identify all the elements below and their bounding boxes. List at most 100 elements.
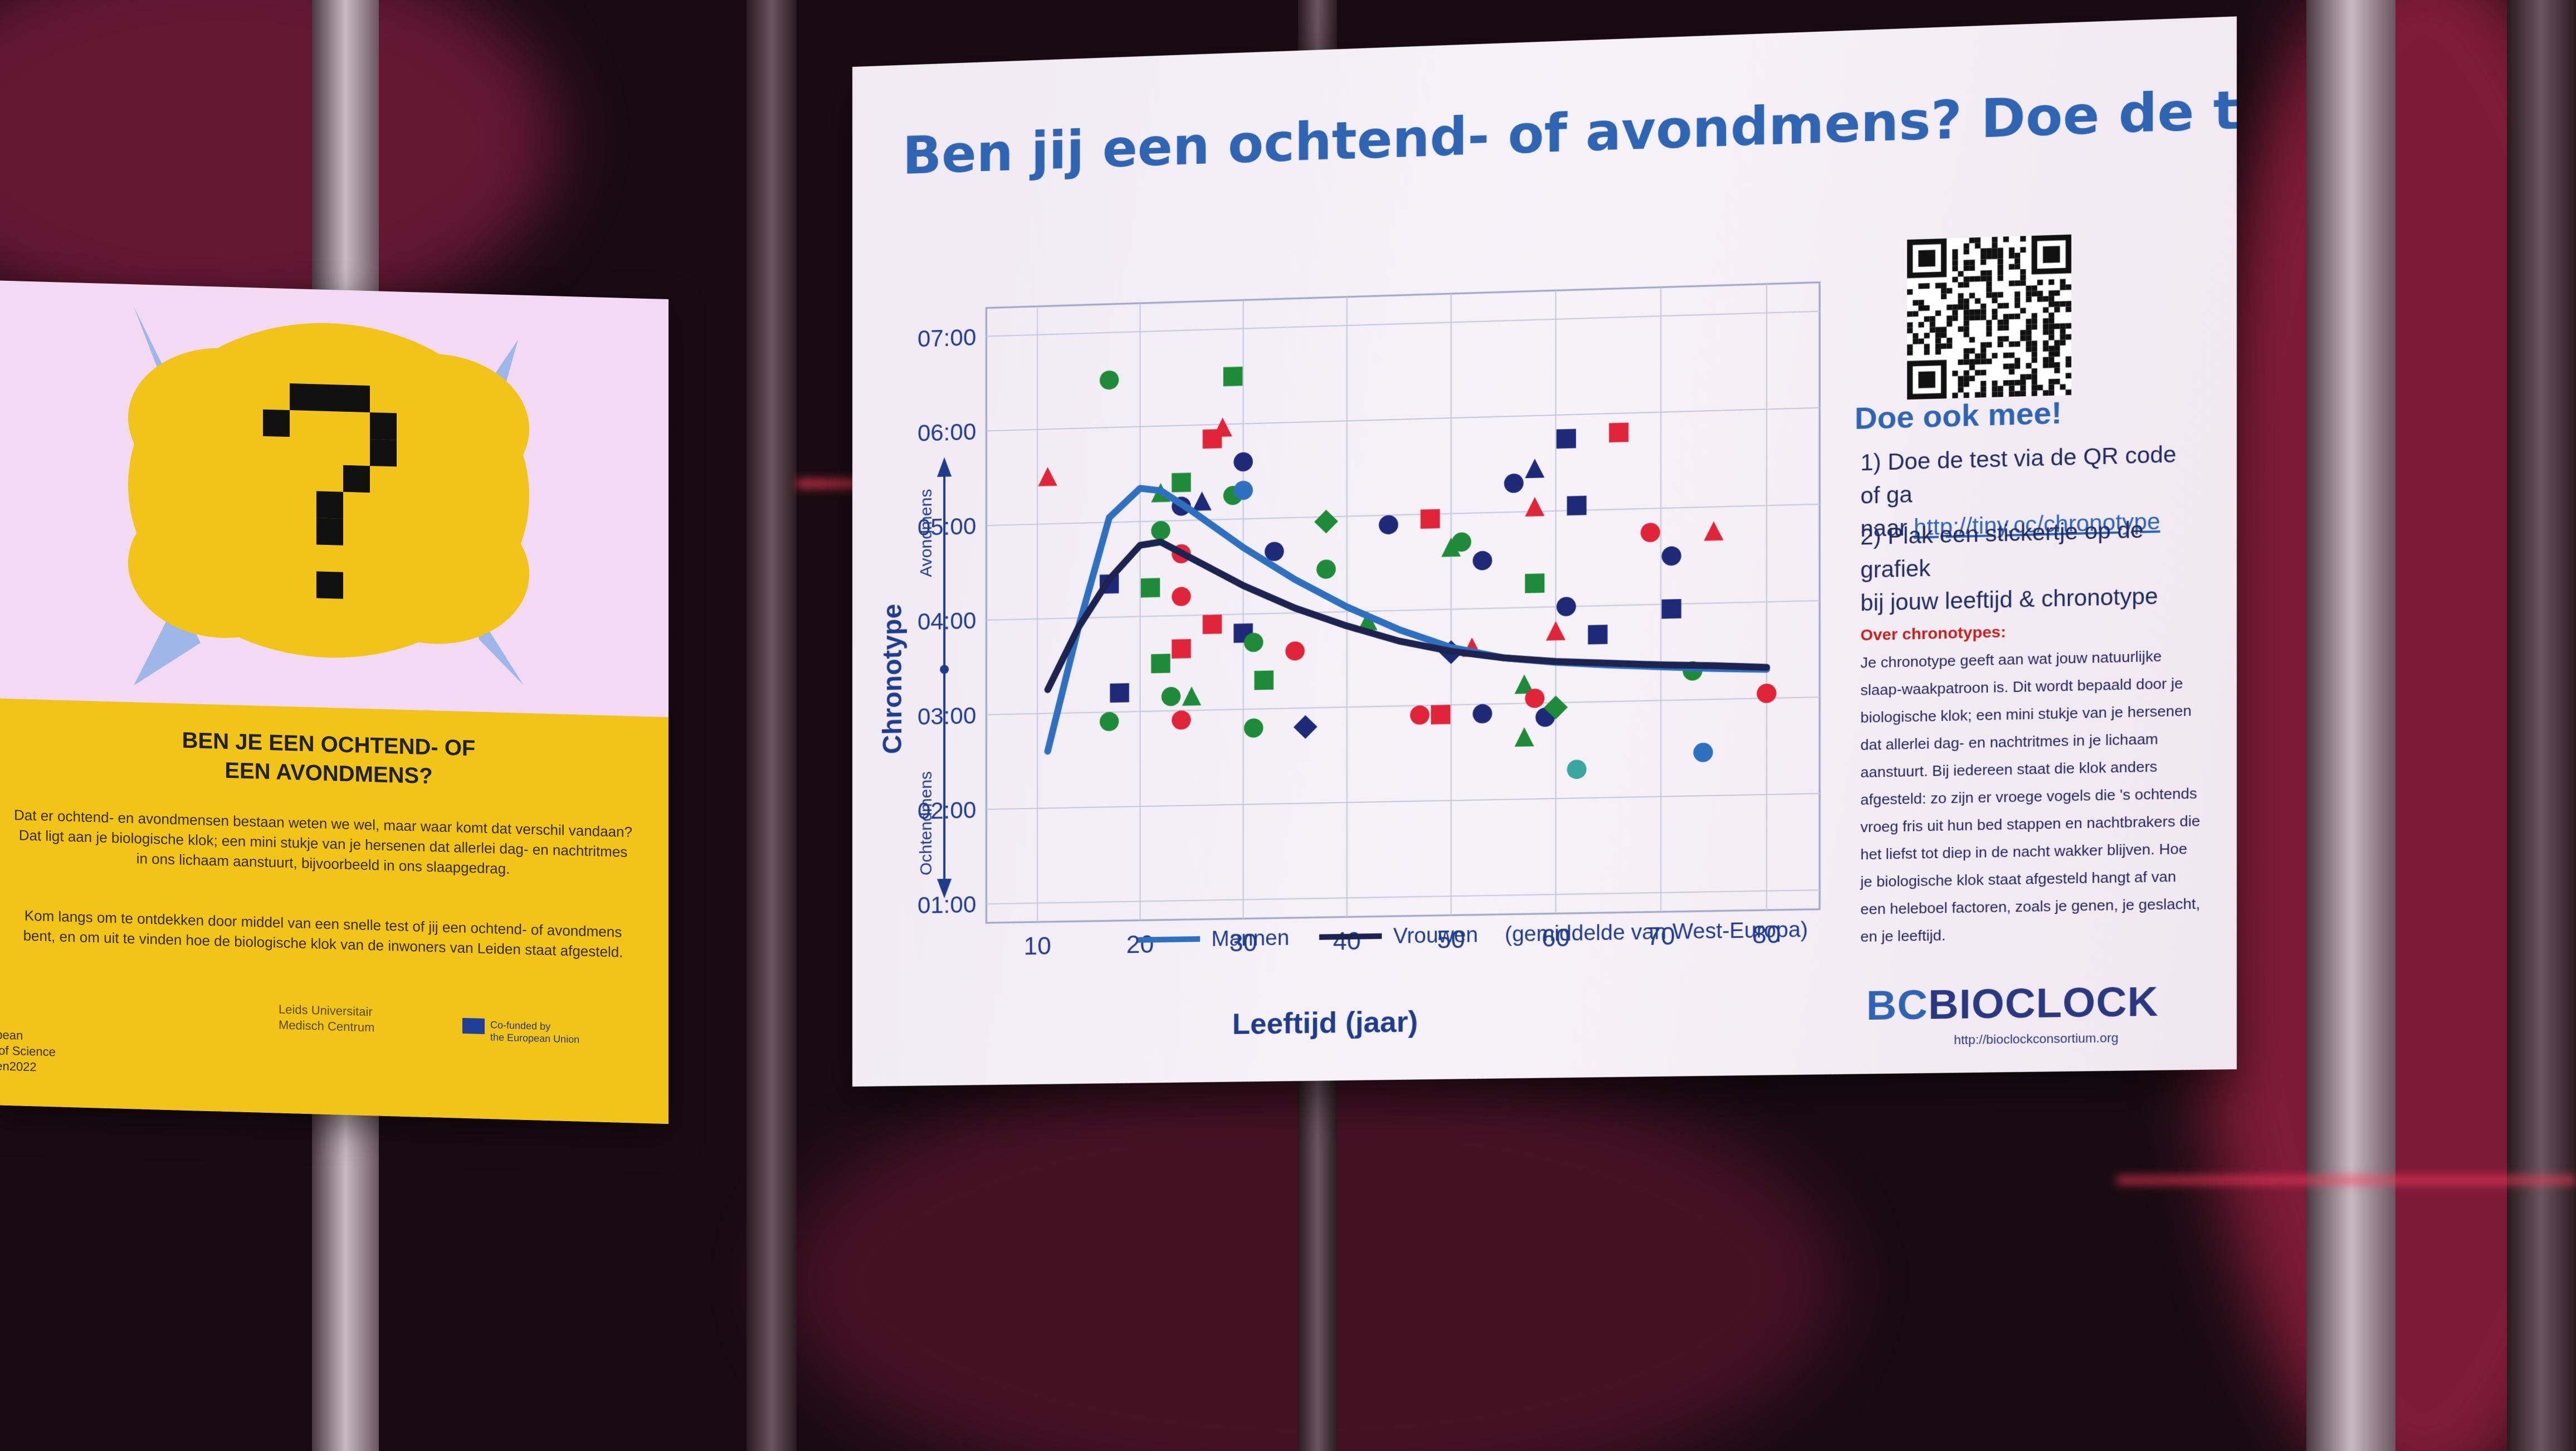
grid-line-y bbox=[986, 601, 1819, 620]
x-tick-label: 10 bbox=[1024, 932, 1051, 960]
qr-module bbox=[2043, 318, 2048, 324]
qr-module bbox=[1964, 260, 1969, 265]
qr-module bbox=[2032, 319, 2037, 324]
sticker-circle bbox=[1316, 559, 1336, 579]
sticker-circle bbox=[1473, 551, 1492, 570]
sticker-square bbox=[1567, 496, 1587, 515]
qr-module bbox=[2014, 252, 2020, 258]
qr-module bbox=[2043, 329, 2048, 335]
left-poster: BEN JE EEN OCHTEND- OF EEN AVONDMENS? Da… bbox=[0, 280, 669, 1124]
qr-module bbox=[1964, 332, 1969, 337]
sticker-triangle bbox=[1192, 491, 1212, 510]
y-tick-label: 07:00 bbox=[918, 324, 976, 352]
qr-module bbox=[1975, 237, 1980, 243]
step-2: 2) Plak een stickertje op de grafiek bij… bbox=[1860, 512, 2201, 620]
grid-line-y bbox=[986, 408, 1819, 431]
qr-module bbox=[2032, 379, 2037, 385]
qr-module bbox=[1964, 276, 1969, 282]
qr-module bbox=[1986, 287, 1992, 293]
qr-module bbox=[1980, 353, 1986, 359]
qr-module bbox=[1958, 359, 1964, 365]
chart-stickers bbox=[1038, 351, 1776, 790]
qr-module bbox=[1998, 259, 2003, 264]
qr-module bbox=[2066, 284, 2071, 290]
qr-module bbox=[2009, 386, 2014, 391]
sticker-circle bbox=[1473, 704, 1492, 723]
qr-module bbox=[1930, 316, 1935, 322]
qr-module bbox=[2066, 306, 2071, 312]
qr-module bbox=[2014, 303, 2020, 308]
bioclock-logo: BCBIOCLOCK bbox=[1866, 978, 2159, 1030]
sticker-square bbox=[1141, 578, 1160, 597]
qr-module bbox=[2009, 280, 2014, 286]
qr-module bbox=[2014, 341, 2020, 347]
qr-module bbox=[2014, 363, 2020, 369]
qr-module bbox=[1935, 283, 1941, 288]
qr-module bbox=[1913, 311, 1918, 317]
qr-module bbox=[2014, 380, 2020, 386]
qr-module bbox=[1964, 315, 1969, 320]
bioclock-url[interactable]: http://bioclockconsortium.org bbox=[1954, 1031, 2118, 1048]
qr-module bbox=[2020, 374, 2026, 379]
sticker-circle bbox=[1233, 452, 1253, 471]
qr-module bbox=[1975, 370, 1980, 376]
qr-module bbox=[1998, 342, 2003, 347]
qr-module bbox=[1980, 381, 1986, 386]
qr-module bbox=[1946, 338, 1952, 343]
qr-module bbox=[1964, 376, 1969, 381]
qr-module bbox=[2026, 363, 2032, 368]
qr-module bbox=[1975, 298, 1980, 304]
sticker-square bbox=[1255, 670, 1274, 690]
qr-module bbox=[2009, 391, 2014, 397]
qr-module bbox=[1930, 327, 1935, 333]
qr-module bbox=[1998, 292, 2003, 298]
qr-module bbox=[2020, 308, 2026, 313]
qr-module bbox=[1964, 381, 1969, 387]
sticker-square bbox=[1172, 639, 1191, 659]
qr-module bbox=[2009, 264, 2014, 270]
qr-module bbox=[1941, 288, 1946, 294]
qr-module bbox=[2026, 285, 2032, 291]
sticker-circle bbox=[1100, 370, 1119, 389]
qr-module bbox=[2066, 373, 2071, 378]
qr-module bbox=[2060, 323, 2066, 329]
qr-module bbox=[1964, 265, 1969, 271]
qr-module bbox=[1941, 327, 1946, 332]
sticker-square bbox=[1151, 654, 1170, 673]
qr-module bbox=[1964, 309, 1969, 315]
qr-module bbox=[1980, 370, 1986, 376]
qr-module bbox=[1964, 304, 1969, 310]
qr-module bbox=[2054, 345, 2060, 351]
corner-line-2: y of Science bbox=[0, 1043, 56, 1060]
qr-module bbox=[2020, 335, 2026, 341]
y-tick-label: 03:00 bbox=[918, 702, 976, 729]
qr-module bbox=[2020, 275, 2026, 280]
qr-module bbox=[2060, 285, 2066, 290]
qr-module bbox=[2054, 368, 2060, 373]
qr-module bbox=[1946, 343, 1952, 349]
qr-module bbox=[2037, 280, 2043, 285]
x-axis-label: Leeftijd (jaar) bbox=[1232, 1006, 1418, 1041]
qr-module bbox=[2020, 247, 2026, 252]
qr-module bbox=[2014, 358, 2020, 363]
qr-module bbox=[1980, 309, 1986, 315]
qr-module bbox=[2032, 391, 2037, 396]
qr-module bbox=[1969, 237, 1975, 243]
qr-module bbox=[2003, 380, 2009, 386]
grid-line-y bbox=[986, 890, 1819, 904]
qr-module bbox=[2043, 362, 2048, 368]
chronotype-poster: Ben jij een ochtend- of avondmens? Doe d… bbox=[852, 16, 2237, 1087]
qr-module bbox=[2003, 325, 2009, 330]
sticker-triangle bbox=[1515, 727, 1534, 747]
qr-code[interactable] bbox=[1907, 235, 2071, 400]
qr-module bbox=[2048, 318, 2054, 324]
qr-module bbox=[1958, 282, 1964, 288]
qr-module bbox=[1986, 358, 1992, 364]
sticker-circle bbox=[1757, 684, 1776, 703]
sticker-circle bbox=[1641, 523, 1660, 543]
sticker-circle bbox=[1557, 597, 1576, 616]
qr-module bbox=[2048, 351, 2054, 357]
qr-module bbox=[1980, 348, 1986, 353]
qr-module bbox=[1998, 264, 2003, 270]
qr-module bbox=[2003, 363, 2009, 369]
